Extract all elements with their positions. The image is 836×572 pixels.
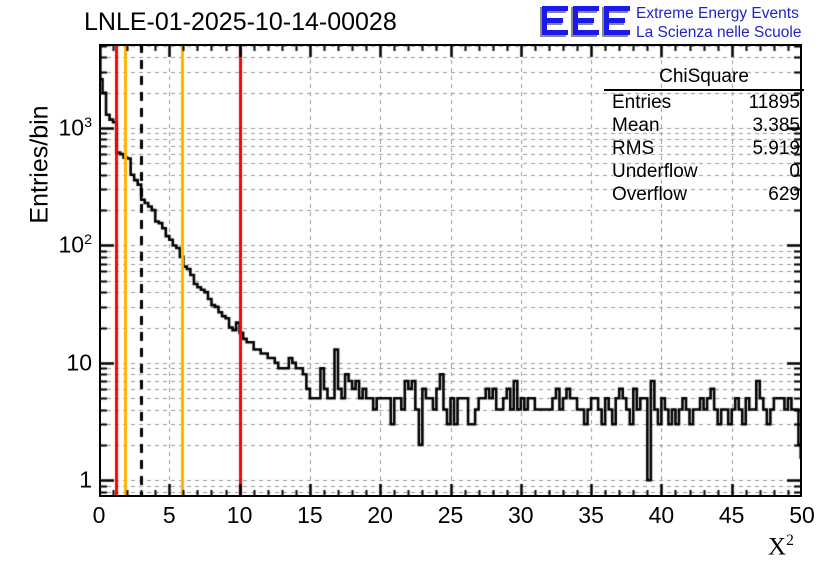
x-tick-label-5: 5 xyxy=(162,502,176,528)
stats-row: Overflow 629 xyxy=(604,184,804,205)
stats-row: Mean 3.385 xyxy=(604,115,804,136)
x-tick-label-35: 35 xyxy=(578,502,604,528)
x-tick-label-15: 15 xyxy=(297,502,323,528)
stats-value: 11895 xyxy=(748,92,800,113)
x-tick-label-30: 30 xyxy=(508,502,534,528)
stats-box: ChiSquare Entries 11895 Mean 3.385 RMS 5.919 U… xyxy=(604,66,804,208)
eee-logo-line2: La Scienza nelle Scuole xyxy=(636,24,802,41)
x-tick-label-40: 40 xyxy=(648,502,675,528)
y-tick-label-1000: 103 xyxy=(58,114,92,141)
x-axis-title-base: X xyxy=(768,533,787,561)
y-tick-label-1: 1 xyxy=(79,466,92,493)
x-axis-title: X2 xyxy=(768,532,794,561)
x-axis-title-exponent: 2 xyxy=(786,532,794,549)
eee-logo-line1: Extreme Energy Events xyxy=(636,5,799,22)
x-tick-label-50: 50 xyxy=(789,502,815,528)
x-tick-label-25: 25 xyxy=(437,502,464,528)
x-tick-label-45: 45 xyxy=(718,502,745,528)
x-tick-label-0: 0 xyxy=(92,502,106,528)
stats-key: Underflow xyxy=(612,161,698,182)
y-axis-tick-labels: 103 102 10 1 xyxy=(30,0,92,572)
x-tick-label-20: 20 xyxy=(367,502,393,528)
stats-row: Underflow 0 xyxy=(604,161,804,182)
stats-key: RMS xyxy=(612,138,655,159)
stats-row: RMS 5.919 xyxy=(604,138,804,159)
stats-title: ChiSquare xyxy=(604,66,804,91)
x-tick-label-10: 10 xyxy=(226,502,253,528)
stats-value: 3.385 xyxy=(752,115,800,136)
stats-row: Entries 11895 xyxy=(604,92,804,113)
y-tick-label-100: 102 xyxy=(58,231,92,258)
stats-key: Entries xyxy=(612,92,672,113)
stats-key: Overflow xyxy=(612,184,687,205)
eee-logo: Extreme Energy Events La Scienza nelle S… xyxy=(540,4,832,44)
axis-ticks xyxy=(99,44,802,497)
stats-value: 5.919 xyxy=(752,138,800,159)
page-title: LNLE-01-2025-10-14-00028 xyxy=(84,8,397,36)
eee-mark-icon xyxy=(540,6,630,37)
y-tick-label-10: 10 xyxy=(66,349,92,376)
stats-value: 0 xyxy=(789,161,800,182)
plot-area xyxy=(99,44,802,497)
stats-value: 629 xyxy=(768,184,800,205)
eee-logo-text: Extreme Energy Events La Scienza nelle S… xyxy=(636,4,836,42)
stats-key: Mean xyxy=(612,115,660,136)
